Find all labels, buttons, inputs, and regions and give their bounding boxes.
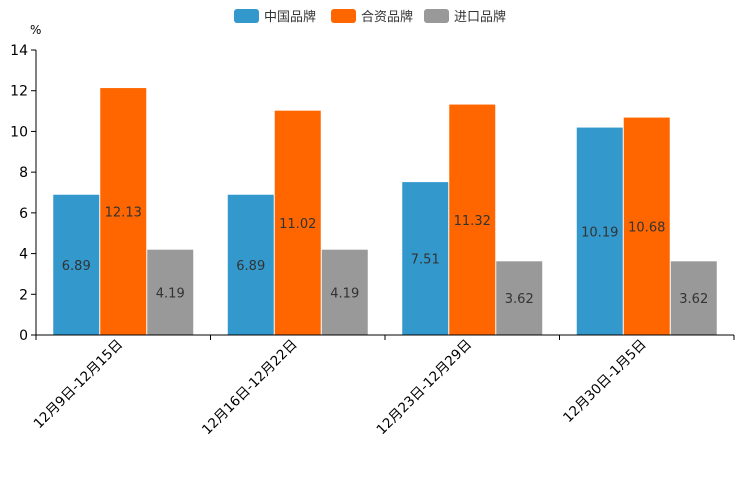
legend-item[interactable]: 合资品牌	[331, 9, 413, 25]
bar[interactable]	[576, 127, 623, 335]
data-label: 12.13	[105, 206, 142, 221]
legend-label: 合资品牌	[361, 9, 413, 25]
y-tick-label: 10	[10, 124, 28, 140]
bar[interactable]	[670, 261, 717, 335]
bar[interactable]	[100, 88, 147, 335]
bar[interactable]	[274, 110, 321, 336]
x-tick-label: 12月16日-12月22日	[199, 337, 301, 439]
data-label: 6.89	[62, 259, 91, 274]
y-tick-label: 14	[10, 43, 28, 59]
data-label: 7.51	[411, 253, 440, 268]
data-label: 3.62	[679, 292, 708, 307]
legend-item[interactable]: 中国品牌	[234, 9, 316, 25]
legend-swatch	[331, 9, 356, 23]
y-tick-label: 12	[10, 84, 28, 100]
x-tick-label: 12月23日-12月29日	[374, 337, 476, 439]
bar[interactable]	[321, 249, 368, 335]
bar[interactable]	[449, 104, 496, 335]
legend-swatch	[234, 9, 259, 23]
y-tick-label: 0	[19, 328, 28, 344]
data-label: 10.68	[628, 220, 665, 235]
data-label: 11.32	[454, 214, 491, 229]
data-label: 6.89	[236, 259, 265, 274]
y-tick-label: 6	[19, 206, 28, 222]
data-label: 10.19	[581, 225, 618, 240]
y-tick-label: 4	[19, 247, 28, 263]
bar-group: 7.51 11.32 3.62	[402, 104, 543, 335]
x-tick-label: 12月30日-1月5日	[560, 337, 649, 426]
y-axis-unit-label: %	[30, 23, 41, 37]
bar[interactable]	[147, 249, 194, 335]
bar[interactable]	[402, 182, 449, 335]
legend-label: 中国品牌	[264, 9, 316, 25]
bar-group: 6.89 11.02 4.19	[227, 110, 368, 336]
bar[interactable]	[227, 194, 274, 335]
legend: 中国品牌 合资品牌 进口品牌	[234, 9, 506, 25]
data-label: 4.19	[156, 286, 185, 301]
y-tick-label: 8	[19, 165, 28, 181]
y-tick-label: 2	[19, 287, 28, 303]
legend-item[interactable]: 进口品牌	[424, 9, 506, 25]
bar-group: 6.89 12.13 4.19	[53, 88, 194, 335]
bar[interactable]	[623, 117, 670, 335]
data-label: 4.19	[330, 286, 359, 301]
legend-label: 进口品牌	[454, 9, 506, 25]
data-label: 11.02	[279, 217, 316, 232]
data-label: 3.62	[505, 292, 534, 307]
bar[interactable]	[496, 261, 543, 335]
bar-group: 10.19 10.68 3.62	[576, 117, 717, 335]
legend-swatch	[424, 9, 449, 23]
bars: 6.8912.134.196.8911.024.197.5111.323.621…	[53, 88, 717, 336]
bar[interactable]	[53, 194, 100, 335]
x-tick-label: 12月9日-12月15日	[31, 337, 126, 432]
x-axis: 12月9日-12月15日 12月16日-12月22日 12月23日-12月29日 12…	[31, 334, 735, 439]
y-axis: 0 2 4 6 8 10 12 14	[10, 43, 37, 344]
